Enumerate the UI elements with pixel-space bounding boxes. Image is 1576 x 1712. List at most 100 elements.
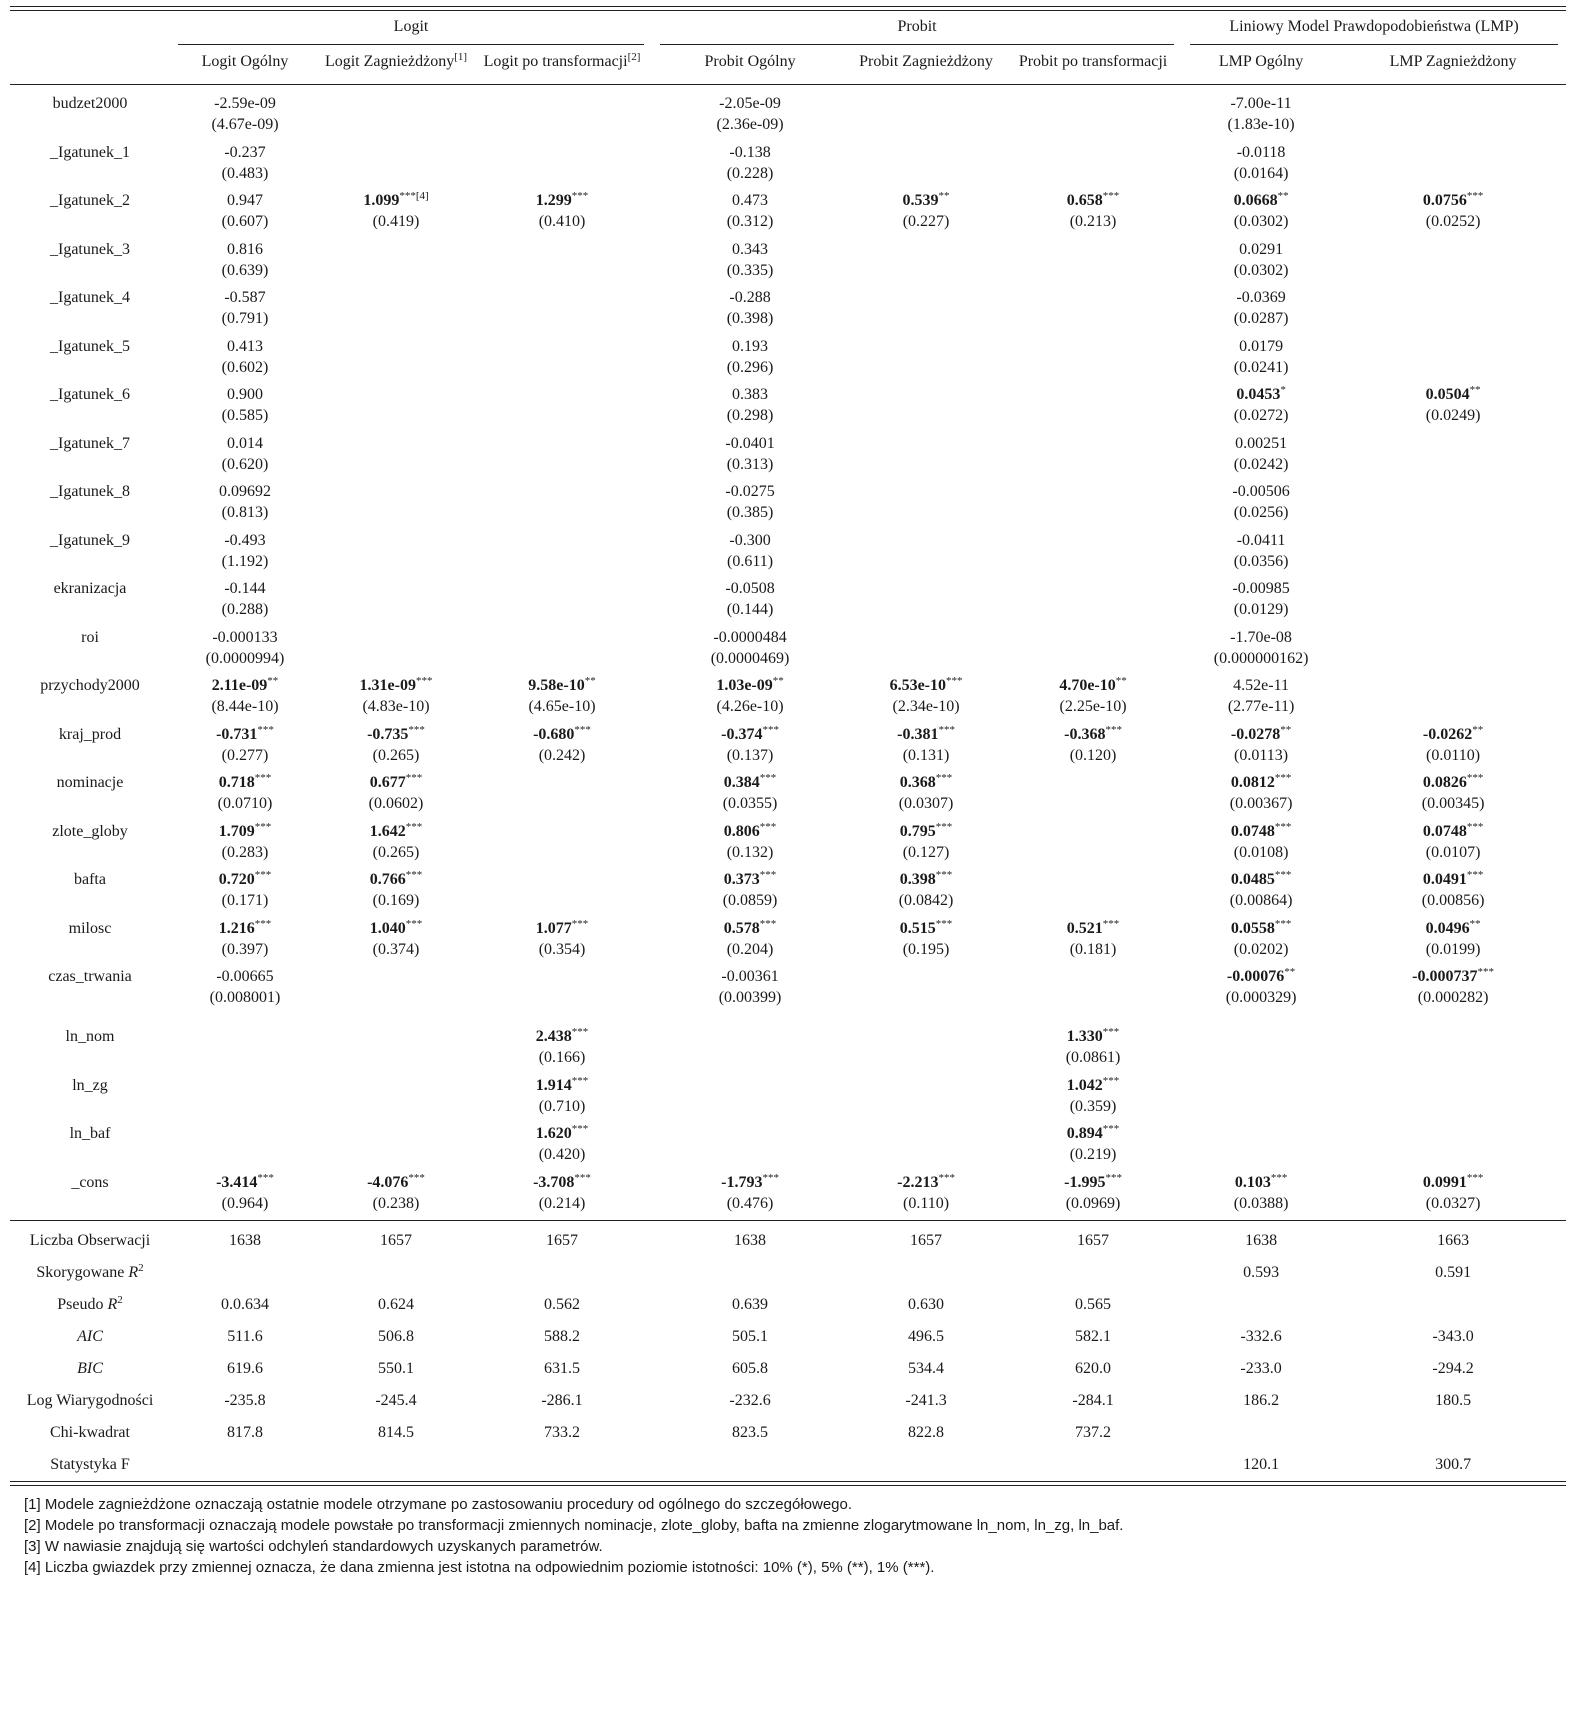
statistic-value: -343.0 (1432, 1328, 1474, 1345)
coefficient-cell: -1.70e-08 (0.000000162) (1182, 627, 1340, 676)
significance-stars: *** (759, 772, 777, 784)
coefficient-cell (1340, 433, 1566, 482)
variable-name: _Igatunek_6 (50, 386, 130, 403)
coefficient-line: -7.00e-11 (1182, 93, 1340, 114)
coefficient-cell (1340, 239, 1566, 288)
standard-error: (0.242) (538, 746, 586, 764)
significance-stars: *** (935, 917, 953, 930)
coefficient-cell (848, 239, 1004, 288)
coefficient-value: -0.00361 (721, 968, 779, 985)
statistic-value (652, 1449, 848, 1481)
significance-stars: * (1280, 384, 1286, 396)
coefficient-value: 1.914 (535, 1076, 572, 1094)
coefficient-cell (1182, 1075, 1340, 1124)
significance-stars: ** (1472, 723, 1484, 736)
standard-error: (0.0129) (1233, 601, 1289, 618)
coefficient-line: -0.731*** (170, 724, 320, 745)
group-underline (660, 44, 1175, 45)
coefficient-line: 1.330*** (1004, 1026, 1182, 1047)
coefficient-cell: 0.677*** (0.0602) (320, 772, 472, 821)
coefficient-cell: 0.806*** (0.132) (652, 821, 848, 870)
column-group-label: Liniowy Model Prawdopodobieństwa (LMP) (1229, 18, 1519, 35)
coefficient-cell: 0.0812*** (0.00367) (1182, 772, 1340, 821)
coefficient-cell (472, 239, 652, 288)
statistic-value: 605.8 (732, 1360, 769, 1377)
coefficient-line: -0.300 (652, 530, 848, 551)
math-symbol: R (128, 1264, 139, 1281)
statistic-value (320, 1257, 472, 1289)
table-row: _cons -3.414*** (0.964) -4.076*** (0.238) -3.… (10, 1172, 1566, 1221)
statistic-value: 511.6 (227, 1328, 263, 1345)
header-separator (10, 78, 1567, 85)
significance-stars: *** (762, 1171, 779, 1184)
table-row: _Igatunek_5 0.413 (0.602) 0.193 (0.296) 0.017… (10, 336, 1566, 385)
standard-error: (0.335) (726, 261, 774, 279)
standard-error: (0.265) (372, 746, 420, 764)
coefficient-cell: 0.0485*** (0.00864) (1182, 869, 1340, 918)
coefficient-cell (320, 481, 472, 530)
standard-error: (0.0302) (1233, 213, 1289, 230)
variable-name: kraj_prod (58, 725, 122, 743)
column-header-footnote: [2] (627, 51, 641, 63)
standard-error: (4.65e-10) (528, 698, 596, 715)
coefficient-line: -0.587 (170, 287, 320, 308)
statistic-row: BIC 619.6 550.1 631.5 605.8 534.4 620.0 -233.0 -… (10, 1353, 1566, 1385)
coefficient-cell: 0.894*** (0.219) (1004, 1123, 1182, 1172)
coefficient-cell (1340, 1075, 1566, 1124)
variable-name: budzet2000 (52, 95, 128, 112)
group-underline (1190, 44, 1559, 45)
standard-error: (0.0241) (1233, 358, 1289, 376)
standard-error: (0.127) (902, 843, 950, 861)
table-row: czas_trwania -0.00665 (0.008001) -0.00361 (0… (10, 966, 1566, 1026)
standard-error: (0.000282) (1417, 989, 1489, 1006)
coefficient-value: -0.0278 (1230, 725, 1281, 743)
coefficient-value: 1.040 (369, 919, 406, 937)
statistic-value: 300.7 (1435, 1456, 1472, 1473)
footnote: [3] W nawiasie znajdują się wartości odc… (24, 1537, 603, 1555)
variable-name: _Igatunek_7 (50, 434, 130, 452)
table-row: _Igatunek_9 -0.493 (1.192) -0.300 (0.611) -0.… (10, 530, 1566, 579)
variable-name: ekranizacja (53, 580, 127, 597)
coefficient-value: -0.0369 (1236, 289, 1286, 306)
coefficient-value: -0.300 (729, 531, 771, 549)
coefficient-cell: -0.0275 (0.385) (652, 481, 848, 530)
standard-error: (0.791) (221, 310, 269, 327)
standard-error: (0.410) (538, 213, 586, 230)
standard-error: (4.83e-10) (362, 698, 430, 715)
standard-error: (0.120) (1069, 746, 1117, 764)
statistic-label-text: AIC (77, 1328, 103, 1345)
coefficient-cell: 1.914*** (0.710) (472, 1075, 652, 1124)
coefficient-cell (1340, 336, 1566, 385)
coefficient-cell (320, 93, 472, 142)
coefficient-cell (1340, 93, 1566, 142)
standard-error: (0.607) (221, 213, 269, 230)
column-group-2: Probit (652, 11, 1182, 44)
coefficient-cell (1340, 530, 1566, 579)
coefficient-line: -0.000133 (170, 627, 320, 648)
coefficient-cell: -0.0278** (0.0113) (1182, 724, 1340, 773)
statistic-value: 582.1 (1075, 1328, 1112, 1345)
coefficient-cell (472, 384, 652, 433)
coefficient-line: 0.0826*** (1340, 772, 1566, 793)
coefficient-value: 0.383 (732, 386, 769, 403)
statistic-label: Statystyka F (10, 1449, 170, 1481)
significance-stars: *** (574, 723, 591, 736)
coefficient-cell: -0.237 (0.483) (170, 142, 320, 191)
statistic-row: Skorygowane R2 0.593 0.591 (10, 1257, 1566, 1289)
group-underline-row (10, 44, 1566, 45)
table-row: _Igatunek_2 0.947 (0.607) 1.099***[4] (0.419… (10, 190, 1566, 239)
coefficient-cell (1004, 142, 1182, 191)
coefficient-line: -0.680*** (472, 724, 652, 745)
coefficient-cell: -0.00665 (0.008001) (170, 966, 320, 1026)
table-row: ln_baf 1.620*** (0.420) 0.894*** (0.219) (10, 1123, 1566, 1172)
coefficient-cell: -0.0369 (0.0287) (1182, 287, 1340, 336)
coefficient-cell (320, 239, 472, 288)
coefficient-cell: 0.521*** (0.181) (1004, 918, 1182, 967)
coefficient-cell (848, 966, 1004, 1026)
coefficient-cell (320, 530, 472, 579)
variable-name: _Igatunek_9 (50, 531, 130, 549)
coefficient-value: 0.0668 (1233, 192, 1278, 209)
coefficient-cell (1004, 433, 1182, 482)
coefficient-value: 0.521 (1066, 919, 1103, 937)
padding-cell (10, 85, 1566, 94)
